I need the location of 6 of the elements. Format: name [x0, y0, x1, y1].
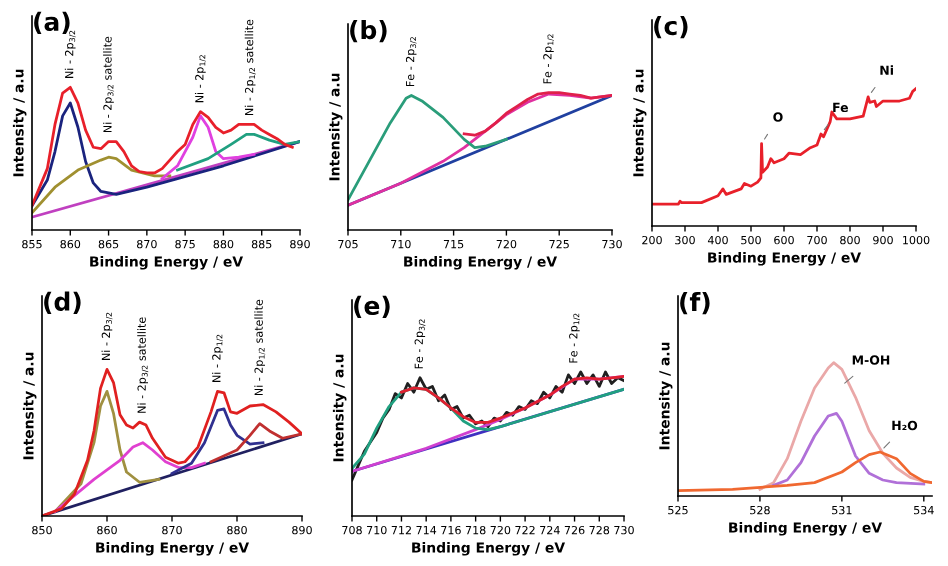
chart-title: (e)	[354, 295, 390, 318]
chart-title: (a)	[34, 11, 70, 35]
chart-title: (d)	[44, 291, 81, 314]
chart-title: (b)	[350, 19, 387, 43]
chart-title: (c)	[654, 15, 688, 39]
chart-title: (f)	[680, 292, 710, 315]
